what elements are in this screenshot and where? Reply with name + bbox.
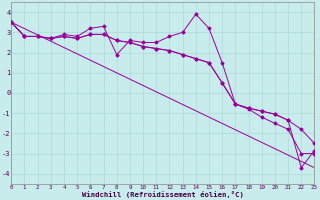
X-axis label: Windchill (Refroidissement éolien,°C): Windchill (Refroidissement éolien,°C): [82, 191, 244, 198]
